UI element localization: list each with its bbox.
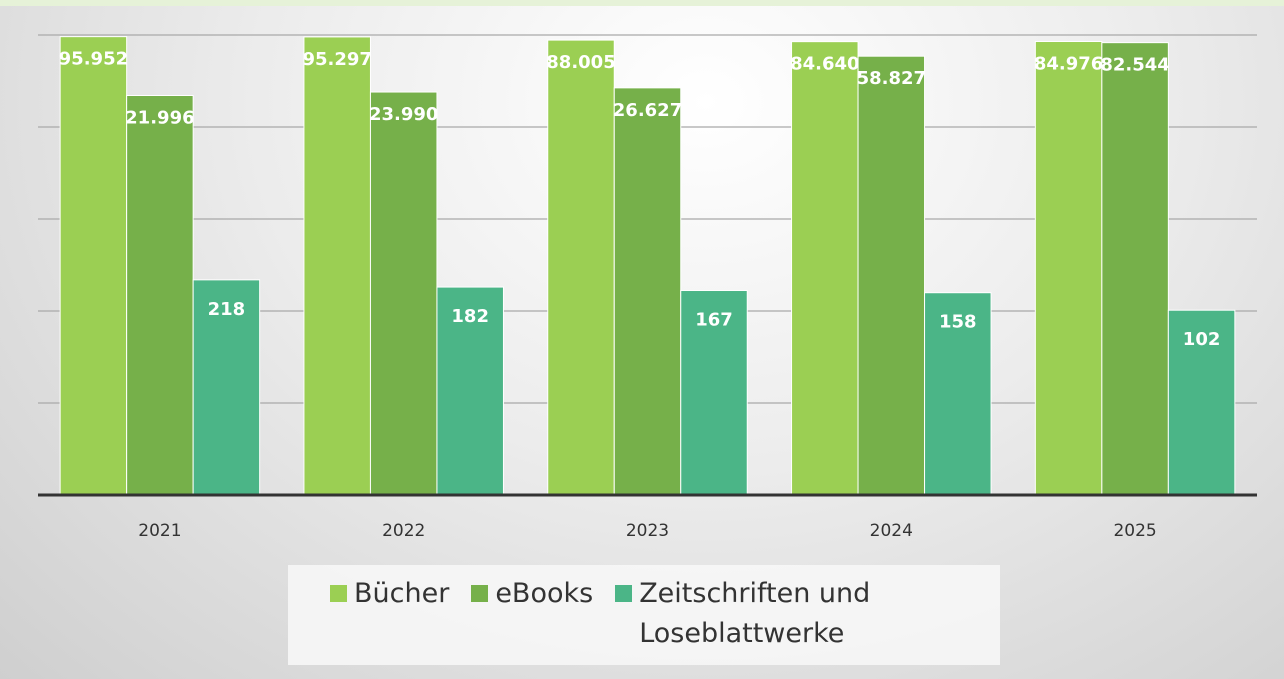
data-label: 21.996 xyxy=(125,108,194,129)
legend-swatch xyxy=(471,585,489,602)
data-label: 84.640 xyxy=(790,54,859,75)
data-label: 82.544 xyxy=(1100,55,1169,76)
bar xyxy=(1167,309,1236,496)
top-strip xyxy=(0,0,1284,6)
legend-swatch xyxy=(615,585,633,602)
legend-label: Zeitschriften und Loseblattwerke xyxy=(639,578,871,649)
bar xyxy=(1034,41,1103,496)
legend-item: Zeitschriften und Loseblattwerke xyxy=(615,574,909,654)
legend: Bücher eBooks Zeitschriften und Loseblattw… xyxy=(288,565,1000,665)
x-tick-label: 2022 xyxy=(382,521,425,541)
bar xyxy=(680,290,748,496)
bar xyxy=(547,39,615,496)
legend-label: eBooks xyxy=(495,578,594,609)
bar xyxy=(126,95,194,496)
x-tick-label: 2024 xyxy=(870,521,913,541)
data-label: 58.827 xyxy=(857,68,926,89)
legend-item: eBooks xyxy=(471,574,593,614)
data-label: 102 xyxy=(1183,329,1221,350)
data-label: 182 xyxy=(451,306,489,327)
bar xyxy=(303,36,371,496)
bar xyxy=(791,41,859,496)
data-label: 88.005 xyxy=(546,52,615,73)
legend-label: Bücher xyxy=(354,578,450,609)
data-label: 167 xyxy=(695,310,733,331)
legend-item: Bücher xyxy=(330,574,449,614)
bar xyxy=(192,279,261,496)
data-label: 95.297 xyxy=(302,49,371,70)
bar xyxy=(369,91,438,496)
x-tick-label: 2025 xyxy=(1113,521,1156,541)
legend-swatch xyxy=(330,585,347,602)
x-tick-label: 2023 xyxy=(626,521,669,541)
data-label: 95.952 xyxy=(59,49,128,70)
bar xyxy=(59,36,128,496)
x-tick-label: 2021 xyxy=(138,521,181,541)
data-label: 26.627 xyxy=(613,100,682,121)
data-label: 218 xyxy=(208,299,246,320)
data-label: 158 xyxy=(939,312,977,333)
data-label: 23.990 xyxy=(369,104,438,125)
data-label: 84.976 xyxy=(1034,54,1103,75)
bar xyxy=(857,55,926,496)
bar xyxy=(1101,42,1169,496)
bar xyxy=(613,87,682,496)
bar xyxy=(924,292,992,496)
